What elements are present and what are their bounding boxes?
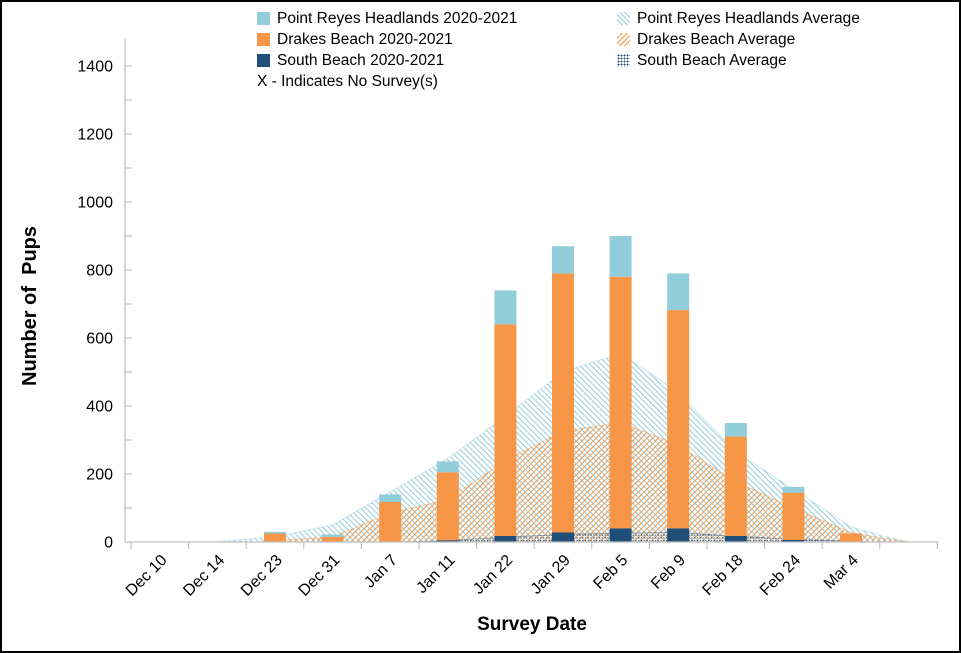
south-average-swatch-icon [617, 54, 630, 67]
x-tick-label: Jan 29 [528, 552, 574, 598]
x-tick-label: Feb 18 [699, 552, 746, 599]
axes-group [124, 39, 939, 549]
bar-segment [321, 536, 344, 542]
x-tick-label: Feb 9 [648, 552, 689, 593]
legend-item-south-2020: South Beach 2020-2021 [257, 52, 617, 70]
legend-item-prh-average: Point Reyes Headlands Average [617, 10, 860, 28]
legend-item-drakes-average: Drakes Beach Average [617, 31, 860, 49]
x-tick-label: Jan 22 [470, 552, 516, 598]
bar-segment [667, 528, 690, 542]
bar-segment [609, 276, 632, 529]
x-tick-label: Dec 31 [296, 552, 344, 600]
x-tick-label: Dec 14 [180, 552, 228, 600]
bar-segment [264, 533, 286, 542]
bar-segment [782, 492, 805, 540]
bar-segment [436, 461, 459, 473]
y-tick-label: 1000 [77, 195, 113, 212]
legend: Point Reyes Headlands 2020-2021 Point Re… [257, 8, 860, 92]
legend-item-prh-2020: Point Reyes Headlands 2020-2021 [257, 10, 617, 28]
bar-segment [494, 290, 517, 325]
bar-segment [609, 528, 632, 542]
bar-segment [321, 534, 344, 537]
bar-segment [379, 501, 402, 542]
x-tick-label: Feb 5 [590, 552, 631, 593]
legend-label: Point Reyes Headlands 2020-2021 [277, 9, 518, 27]
bar-segment [667, 310, 690, 529]
y-tick-label: 1400 [77, 59, 113, 76]
bar-segment [264, 531, 286, 534]
bar-segment [782, 540, 805, 542]
bar-segment [436, 540, 459, 542]
x-tick-label: Jan 7 [361, 552, 401, 592]
y-tick-label: 1200 [77, 127, 113, 144]
legend-label: South Beach 2020-2021 [277, 51, 445, 69]
x-tick-label: Dec 10 [123, 552, 171, 600]
bar-segment [840, 533, 862, 542]
prh-2020-swatch-icon [257, 12, 270, 25]
legend-label: Point Reyes Headlands Average [637, 9, 860, 27]
prh-average-swatch-icon [617, 12, 630, 25]
bar-segment [494, 324, 517, 536]
bar-segment [379, 494, 402, 502]
bar-segment [724, 535, 747, 542]
y-tick-label: 600 [86, 331, 113, 348]
legend-item-south-average: South Beach Average [617, 52, 860, 70]
bar-segment [782, 486, 805, 493]
bar-segment [552, 532, 574, 542]
x-tick-label: Dec 23 [238, 552, 286, 600]
x-tick-label: Feb 24 [757, 552, 804, 599]
y-tick-label: 800 [86, 263, 113, 280]
legend-label: South Beach Average [637, 51, 787, 69]
bars-group [264, 236, 862, 542]
south-2020-swatch-icon [257, 54, 270, 67]
bar-segment [609, 236, 632, 277]
drakes-average-swatch-icon [617, 33, 630, 46]
bar-segment [494, 535, 517, 542]
drakes-2020-swatch-icon [257, 33, 270, 46]
x-axis-title: Survey Date [477, 614, 587, 635]
y-axis-title: Number of Pups [19, 226, 41, 386]
legend-label: Drakes Beach Average [637, 30, 796, 48]
bar-segment [724, 436, 747, 536]
bar-segment [724, 423, 747, 437]
y-tick-label: 400 [86, 399, 113, 416]
bar-segment [552, 246, 574, 274]
legend-label: Drakes Beach 2020-2021 [277, 30, 453, 48]
bar-segment [436, 472, 459, 541]
y-tick-label: 0 [104, 535, 113, 552]
bar-segment [552, 273, 574, 533]
legend-item-drakes-2020: Drakes Beach 2020-2021 [257, 31, 617, 49]
bar-segment [667, 273, 690, 311]
x-tick-label: Jan 11 [413, 552, 458, 597]
y-tick-label: 200 [86, 467, 113, 484]
x-tick-label: Mar 4 [821, 552, 862, 593]
no-survey-note: X - Indicates No Survey(s) [257, 72, 438, 90]
